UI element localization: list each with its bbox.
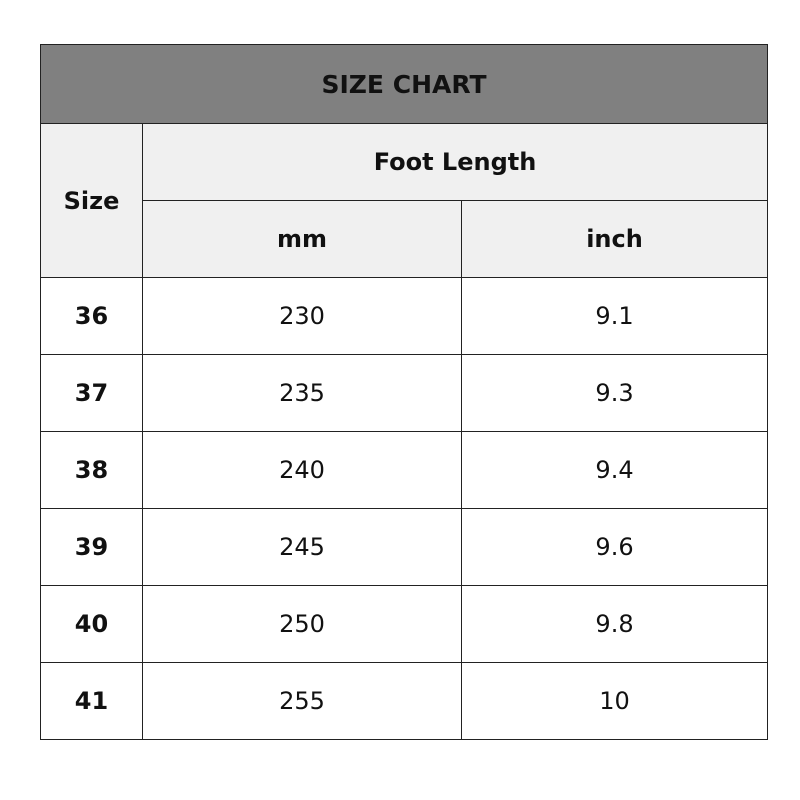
size-cell: 38 [40, 431, 143, 509]
unit-header-row: mm inch [41, 200, 769, 278]
inch-cell: 9.8 [460, 585, 769, 663]
size-chart-table: SIZE CHART Size Foot Length mm inch 36 23… [39, 44, 769, 740]
mm-cell: 255 [142, 662, 462, 740]
size-cell: 37 [40, 354, 143, 432]
table-row: 41 255 10 [40, 662, 769, 740]
table-row: 38 240 9.4 [40, 431, 769, 509]
inch-cell: 9.1 [460, 277, 769, 355]
foot-length-header: Foot Length [141, 123, 769, 201]
size-cell: 40 [40, 585, 143, 663]
inch-cell: 9.3 [460, 354, 769, 432]
size-cell: 36 [40, 277, 143, 355]
header-row: Size Foot Length [40, 123, 769, 278]
size-cell: 41 [40, 662, 143, 740]
inch-header: inch [460, 200, 769, 278]
mm-cell: 250 [142, 585, 462, 663]
size-header: Size [40, 123, 143, 278]
mm-cell: 245 [142, 508, 462, 586]
table-row: 36 230 9.1 [40, 277, 769, 355]
title-row: SIZE CHART [39, 44, 769, 124]
inch-cell: 10 [460, 662, 769, 740]
table-row: 37 235 9.3 [40, 354, 769, 432]
table-title: SIZE CHART [39, 44, 769, 124]
mm-cell: 240 [142, 431, 462, 509]
mm-cell: 230 [142, 277, 462, 355]
table-row: 39 245 9.6 [40, 508, 769, 586]
mm-cell: 235 [142, 354, 462, 432]
table-row: 40 250 9.8 [40, 585, 769, 663]
size-cell: 39 [40, 508, 143, 586]
inch-cell: 9.4 [460, 431, 769, 509]
mm-header: mm [142, 200, 462, 278]
inch-cell: 9.6 [460, 508, 769, 586]
